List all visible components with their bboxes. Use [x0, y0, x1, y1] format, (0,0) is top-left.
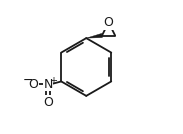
Text: O: O — [43, 96, 53, 109]
Polygon shape — [86, 34, 102, 38]
Text: −: − — [23, 74, 33, 87]
Text: N: N — [43, 78, 53, 91]
Text: +: + — [49, 76, 57, 86]
Text: O: O — [104, 16, 113, 29]
Text: O: O — [28, 78, 38, 91]
